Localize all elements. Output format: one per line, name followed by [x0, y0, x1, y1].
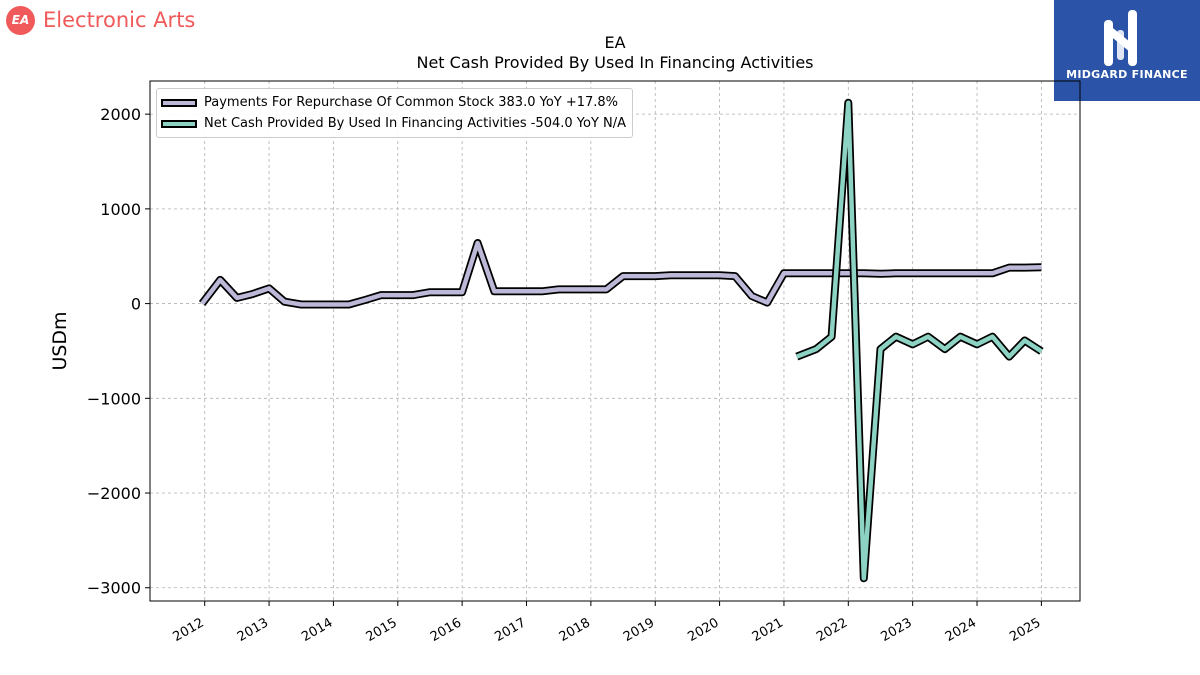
y-tick-label: 1000 [100, 200, 141, 219]
midgard-monogram-icon [1104, 10, 1137, 66]
brand-name: Electronic Arts [43, 8, 196, 32]
ea-logo-icon: EA [6, 5, 35, 35]
x-tick-label: 2024 [943, 615, 979, 645]
series-line-repurchase [200, 240, 1042, 307]
y-axis-label: USDm [49, 311, 71, 370]
legend-label-repurchase: Payments For Repurchase Of Common Stock … [204, 95, 619, 110]
y-tick-label: −2000 [87, 484, 141, 503]
legend-item-financing: Net Cash Provided By Used In Financing A… [161, 113, 626, 134]
midgard-finance-logo: MIDGARD FINANCE [1054, 0, 1200, 101]
x-tick-label: 2016 [428, 615, 464, 645]
series-line-financing [795, 100, 1043, 581]
chart-legend: Payments For Repurchase Of Common Stock … [156, 88, 634, 138]
x-tick-label: 2025 [1007, 615, 1043, 645]
x-tick-label: 2013 [235, 615, 271, 645]
y-axis-ticks: 2000 1000 0 −1000 −2000 −3000 [87, 105, 150, 598]
y-tick-label: 0 [131, 295, 141, 314]
legend-label-financing: Net Cash Provided By Used In Financing A… [204, 116, 627, 131]
x-tick-label: 2017 [492, 615, 528, 645]
x-tick-label: 2023 [879, 615, 915, 645]
y-tick-label: −3000 [87, 579, 141, 598]
y-tick-label: −1000 [87, 389, 141, 408]
chart-title: EA [604, 33, 626, 52]
legend-swatch-repurchase [161, 98, 197, 107]
chart-title-block: EA Net Cash Provided By Used In Financin… [150, 33, 1080, 73]
x-tick-label: 2022 [814, 615, 850, 645]
logo-text: MIDGARD FINANCE [1066, 68, 1188, 81]
x-tick-label: 2015 [364, 615, 400, 645]
legend-item-repurchase: Payments For Repurchase Of Common Stock … [161, 92, 626, 113]
x-tick-label: 2014 [299, 615, 335, 645]
brand-logo: EA Electronic Arts [6, 5, 195, 35]
x-axis-ticks: 2012 2013 2014 2015 2016 2017 2018 2019 2020 2021… [171, 601, 1043, 645]
x-tick-label: 2012 [171, 615, 207, 645]
x-tick-label: 2018 [557, 615, 593, 645]
plot-area-frame [149, 80, 1081, 602]
x-tick-label: 2020 [685, 615, 721, 645]
legend-swatch-financing [161, 119, 197, 128]
y-tick-label: 2000 [100, 105, 141, 124]
series-lines [198, 98, 1044, 583]
x-tick-label: 2019 [621, 615, 657, 645]
chart-subtitle: Net Cash Provided By Used In Financing A… [416, 53, 814, 72]
x-tick-label: 2021 [750, 615, 786, 645]
